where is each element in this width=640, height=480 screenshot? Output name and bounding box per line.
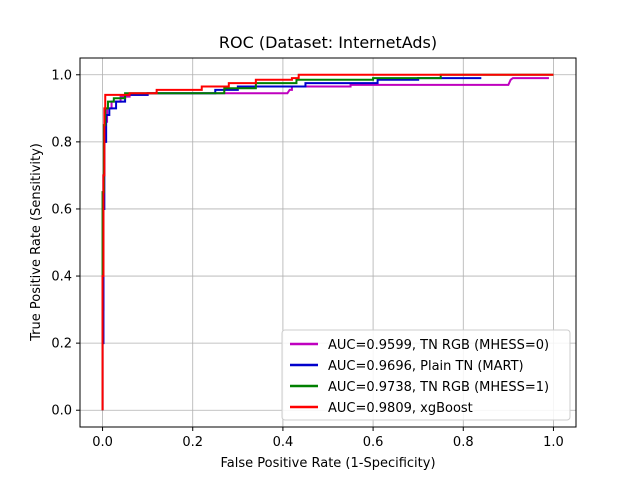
y-tick-label: 0.0 bbox=[51, 404, 72, 419]
y-tick-label: 0.4 bbox=[51, 270, 72, 285]
x-tick-label: 0.0 bbox=[92, 435, 113, 450]
x-axis-ticks: 0.0 0.2 0.4 0.6 0.8 1.0 bbox=[92, 427, 564, 450]
y-axis-title: True Positive Rate (Sensitivity) bbox=[29, 143, 44, 342]
x-tick-label: 1.0 bbox=[543, 435, 564, 450]
legend-frame bbox=[281, 329, 571, 421]
x-axis-title: False Positive Rate (1-Specificity) bbox=[220, 456, 435, 471]
legend-label-1: AUC=0.9599, TN RGB (MHESS=0) bbox=[328, 338, 549, 353]
x-tick-label: 0.6 bbox=[363, 435, 384, 450]
plot-frame bbox=[79, 57, 577, 428]
series-lines bbox=[101, 73, 554, 411]
roc-curve-4 bbox=[101, 73, 554, 411]
chart-title: ROC (Dataset: InternetAds) bbox=[219, 33, 437, 52]
x-tick-label: 0.8 bbox=[453, 435, 474, 450]
x-tick-label: 0.2 bbox=[182, 435, 203, 450]
y-tick-label: 0.8 bbox=[51, 135, 72, 150]
legend-label-3: AUC=0.9738, TN RGB (MHESS=1) bbox=[328, 380, 549, 395]
y-axis-ticks: 0.0 0.2 0.4 0.6 0.8 1.0 bbox=[51, 68, 80, 419]
legend: AUC=0.9599, TN RGB (MHESS=0) AUC=0.9696, … bbox=[281, 329, 571, 421]
y-tick-label: 1.0 bbox=[51, 68, 72, 83]
legend-label-4: AUC=0.9809, xgBoost bbox=[328, 401, 473, 416]
x-tick-label: 0.4 bbox=[273, 435, 294, 450]
legend-label-2: AUC=0.9696, Plain TN (MART) bbox=[328, 359, 524, 374]
y-tick-label: 0.6 bbox=[51, 202, 72, 217]
y-tick-label: 0.2 bbox=[51, 337, 72, 352]
